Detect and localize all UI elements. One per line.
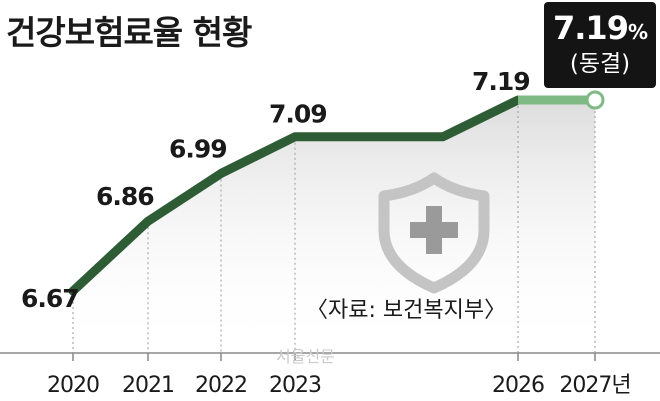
data-label-2020: 6.67	[21, 284, 79, 313]
data-label-2026: 7.19	[472, 67, 530, 96]
callout-unit: %	[627, 20, 648, 44]
series-line	[68, 95, 523, 296]
x-tick-label-2022: 2022	[195, 373, 247, 398]
shield-cross-icon	[378, 172, 490, 294]
source-note: 〈자료: 보건복지부〉	[306, 298, 507, 323]
x-tick-label-2021: 2021	[122, 373, 174, 398]
callout-note: (동결)	[569, 51, 631, 77]
medical-cross	[410, 206, 458, 254]
chart-title: 건강보험료율 현황	[6, 13, 252, 52]
x-tick-label-2027: 2027년	[559, 373, 630, 398]
callout-value: 7.19%	[544, 10, 656, 50]
endpoint-marker	[585, 90, 605, 110]
x-tick-label-2026: 2026	[492, 373, 544, 398]
x-tick-label-2020: 2020	[47, 373, 99, 398]
data-label-2021: 6.86	[96, 182, 154, 211]
data-label-2023: 7.09	[269, 100, 327, 129]
shield-outline	[378, 172, 490, 294]
highlight-callout: 7.19% (동결)	[544, 2, 656, 88]
area-fill	[73, 100, 595, 353]
data-label-2022: 6.99	[169, 134, 227, 163]
callout-number: 7.19	[553, 9, 629, 47]
watermark: 서울신문	[276, 347, 335, 366]
x-tick-label-2023: 2023	[269, 373, 321, 398]
